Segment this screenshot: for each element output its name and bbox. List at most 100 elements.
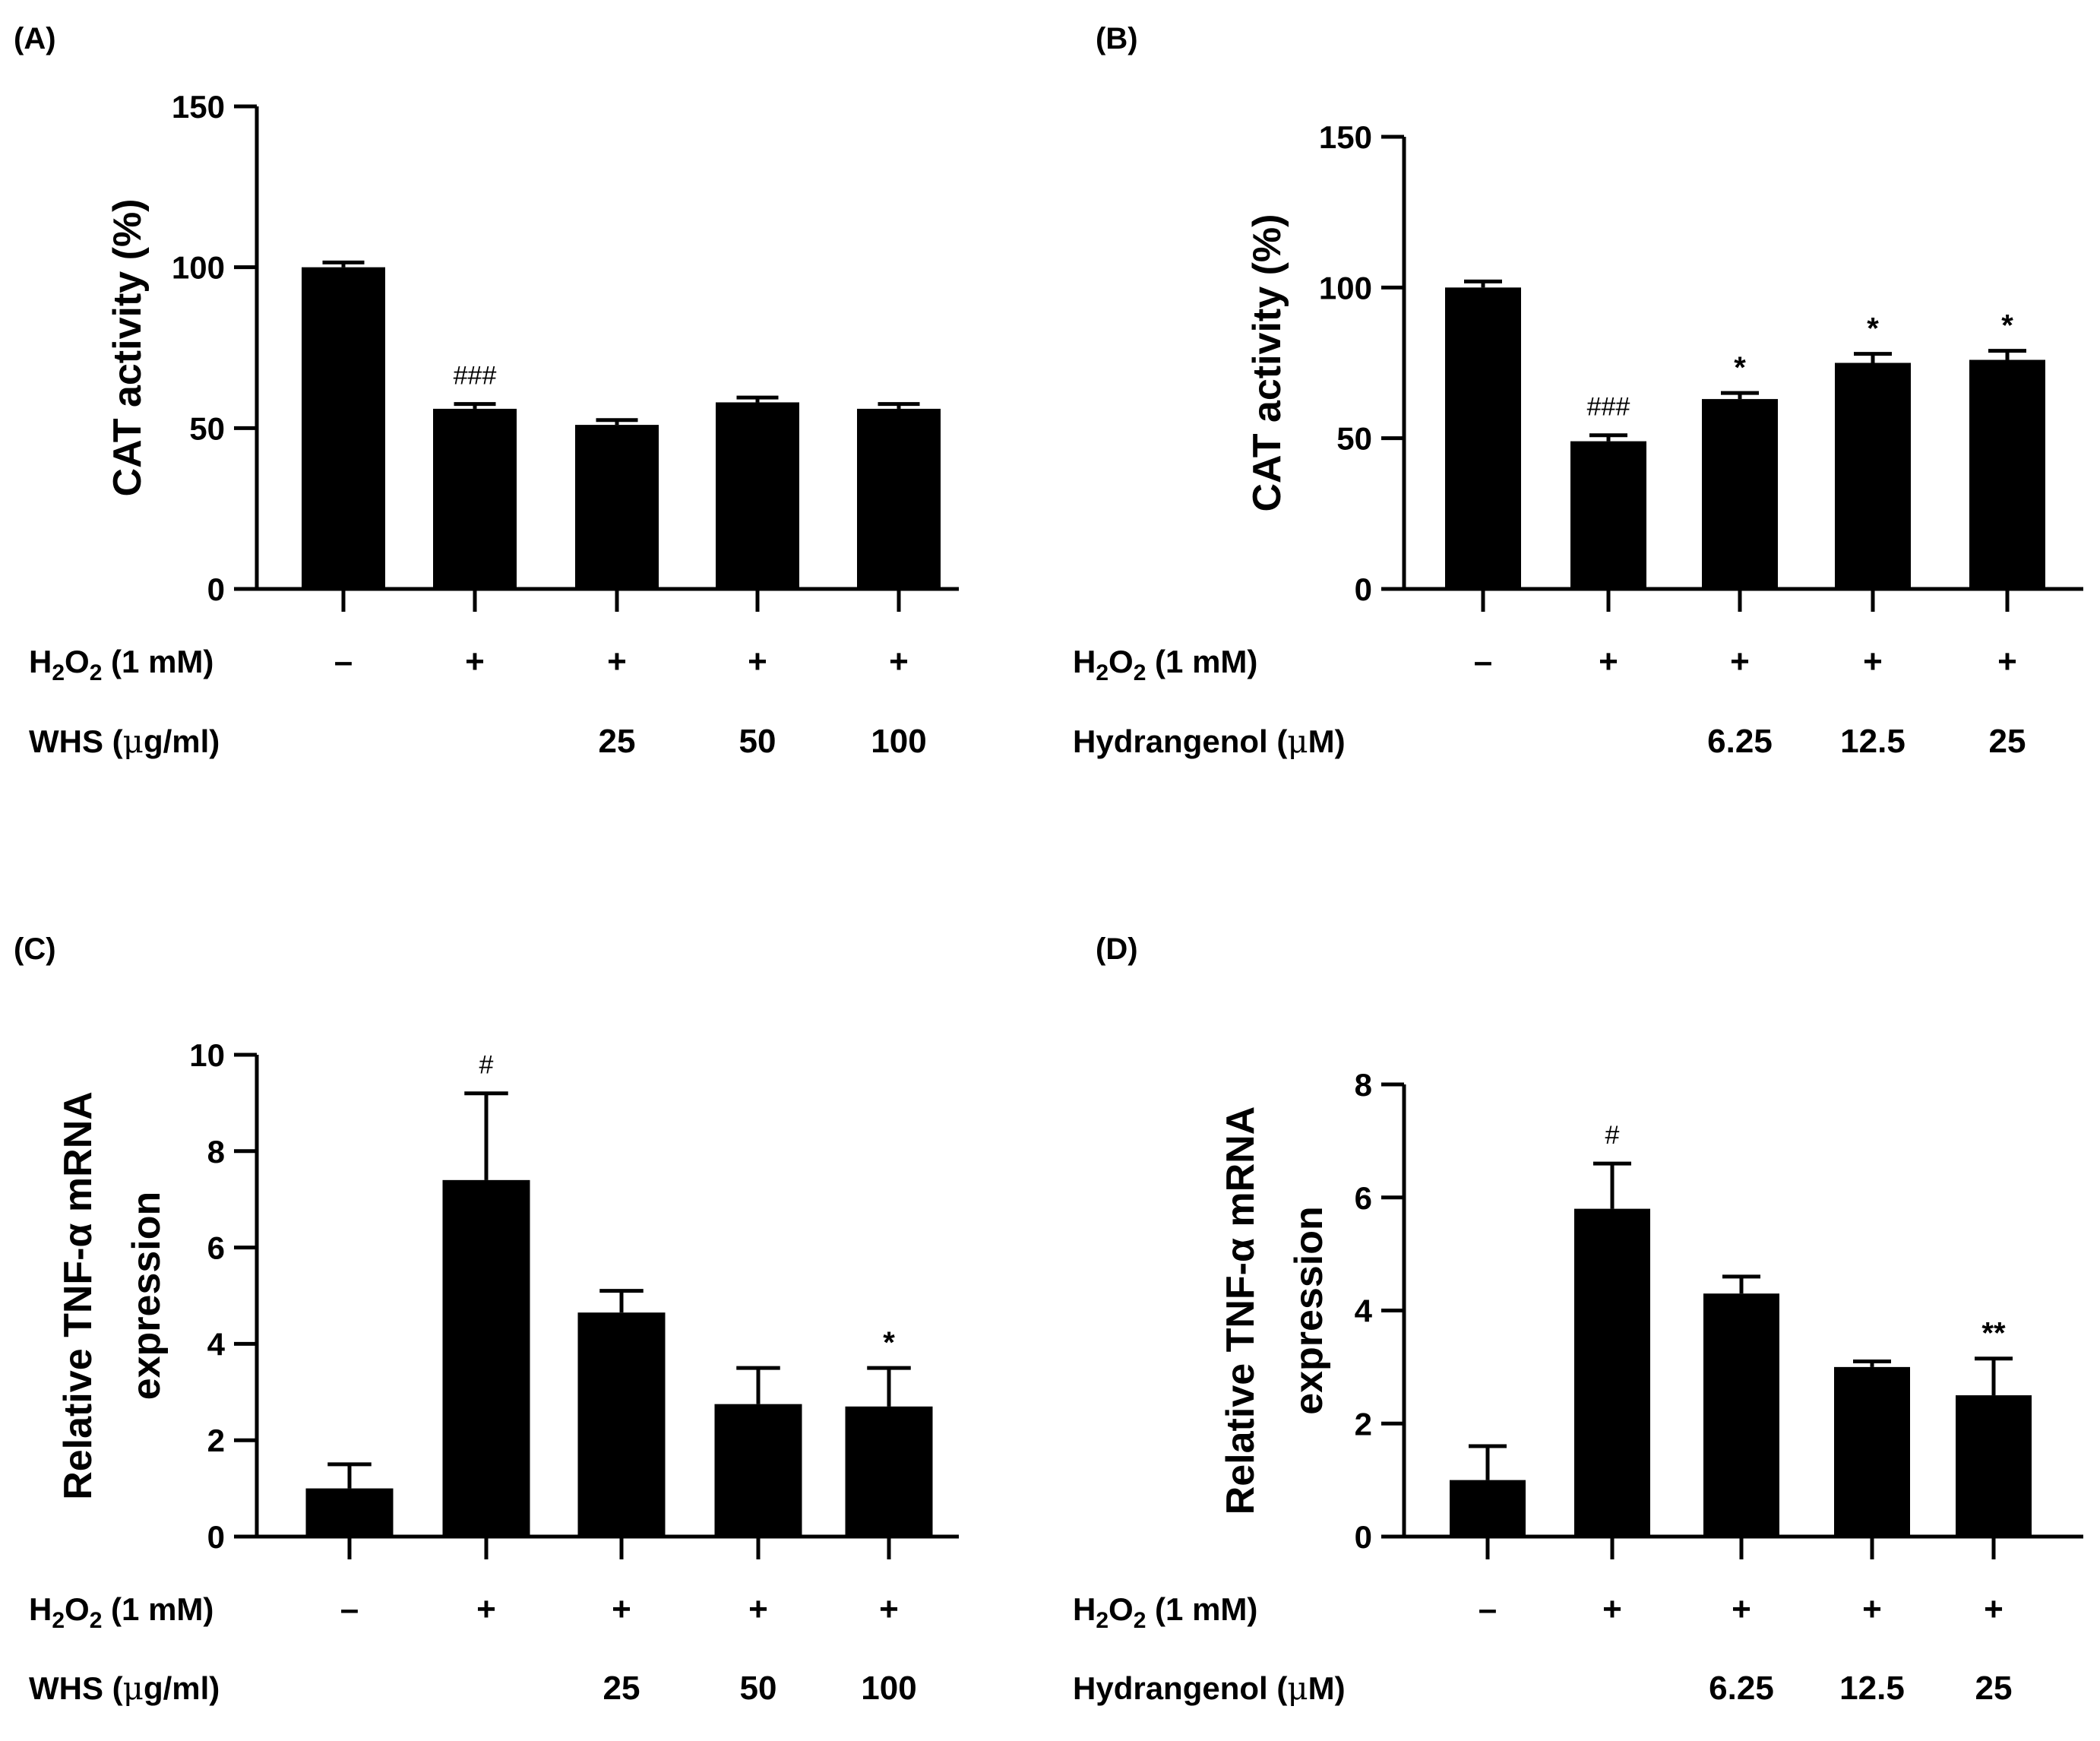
mu-symbol: μ (123, 1670, 144, 1707)
row-label-part: WHS ( (29, 1670, 123, 1706)
panel-d: (D) 0 2 4 6 8 Relative TNF-α mRNA expression # **… (1073, 932, 2083, 1707)
significance-label: * (2001, 309, 2013, 343)
panel-label: (A) (14, 22, 56, 55)
significance-label: * (1734, 351, 1746, 385)
row-cell: 12.5 (1840, 723, 1905, 760)
row-label-sub: 2 (1134, 660, 1146, 685)
row-cell: + (612, 1591, 631, 1628)
row-label-part: M) (1308, 723, 1346, 759)
row-label: WHS (μg/ml) (29, 1670, 220, 1707)
row-label-part: Hydrangenol ( (1073, 1670, 1287, 1706)
mu-symbol: μ (1287, 1670, 1308, 1707)
bar (433, 408, 517, 589)
y-axis-label-line1: Relative TNF-α mRNA (1219, 1106, 1263, 1515)
y-tick-label: 4 (1355, 1293, 1373, 1329)
row-cell: 6.25 (1709, 1670, 1774, 1707)
row-label-part: H (1073, 1591, 1096, 1627)
significance-label: # (479, 1051, 494, 1080)
row-cell: + (1732, 1591, 1751, 1628)
row-cell: + (1863, 643, 1883, 680)
y-axis-label-line2: expression (125, 1192, 169, 1401)
row-cell: – (1474, 643, 1492, 680)
bar (1574, 1208, 1650, 1537)
bar (857, 408, 941, 589)
y-tick-label: 150 (1319, 119, 1372, 155)
row-cell: 12.5 (1839, 1670, 1905, 1707)
row-cell: 25 (603, 1670, 640, 1707)
significance-label: * (883, 1326, 895, 1360)
row-cell: 25 (599, 723, 636, 760)
row-cell: 100 (861, 1670, 916, 1707)
row-cell: 6.25 (1707, 723, 1773, 760)
row-label-part: g/ml) (144, 723, 220, 759)
bar (1445, 287, 1521, 589)
y-tick-label: 50 (189, 410, 225, 446)
row-label-sub: 2 (90, 1608, 103, 1633)
row-cell: – (334, 643, 353, 680)
y-tick-label: 2 (1355, 1406, 1372, 1442)
bar (1834, 1366, 1910, 1537)
row-cell: + (879, 1591, 899, 1628)
significance-label: ### (1587, 393, 1630, 422)
significance-label: ** (1981, 1317, 2006, 1350)
bar (1570, 441, 1646, 589)
row-label-part: H (29, 1591, 52, 1627)
mu-symbol: μ (1287, 723, 1308, 760)
significance-label: * (1867, 312, 1879, 346)
y-axis-label: CAT activity (%) (106, 199, 150, 497)
bar (442, 1179, 530, 1537)
row-label-part: O (65, 644, 90, 679)
y-tick-label: 6 (1355, 1180, 1372, 1216)
row-label-part: g/ml) (144, 1670, 220, 1706)
y-axis-label-line2: expression (1287, 1206, 1331, 1415)
y-axis-label-line1: Relative TNF-α mRNA (56, 1091, 100, 1500)
row-cell: + (1602, 1591, 1622, 1628)
row-label-part: WHS ( (29, 723, 123, 759)
y-tick-label: 6 (207, 1230, 225, 1266)
row-cell: + (748, 643, 767, 680)
y-tick-label: 50 (1336, 421, 1372, 457)
mu-symbol: μ (123, 723, 144, 760)
row-cell: + (1997, 643, 2017, 680)
bar (577, 1312, 666, 1537)
panel-label: (B) (1096, 22, 1138, 55)
y-tick-label: 0 (207, 571, 225, 607)
row-label: H2O2 (1 mM) (29, 644, 213, 685)
row-cell: + (1730, 643, 1750, 680)
row-cell: – (340, 1591, 359, 1628)
y-tick-label: 100 (1319, 270, 1372, 305)
y-tick-label: 100 (172, 250, 225, 286)
row-label-part: O (65, 1591, 90, 1627)
row-label: Hydrangenol (μM) (1073, 723, 1346, 760)
row-cell: + (1984, 1591, 2004, 1628)
row-label-sub: 2 (52, 1608, 65, 1633)
row-label-sub: 2 (1134, 1608, 1146, 1633)
significance-label: ### (454, 362, 497, 391)
y-tick-label: 2 (207, 1423, 225, 1458)
row-cell: 50 (740, 1670, 777, 1707)
panel-label: (D) (1096, 932, 1138, 966)
row-label-sub: 2 (1096, 1608, 1109, 1633)
y-tick-label: 0 (207, 1519, 225, 1555)
row-label: H2O2 (1 mM) (1073, 1591, 1257, 1633)
row-label-part: H (1073, 644, 1096, 679)
row-cell: + (1599, 643, 1618, 680)
row-label-sub: 2 (1096, 660, 1109, 685)
row-label: Hydrangenol (μM) (1073, 1670, 1346, 1707)
row-label-part: (1 mM) (1146, 1591, 1257, 1627)
y-tick-label: 8 (1355, 1067, 1372, 1103)
bar (1702, 399, 1778, 589)
significance-label: # (1605, 1121, 1620, 1150)
y-tick-label: 4 (207, 1326, 226, 1362)
row-label-part: O (1109, 1591, 1134, 1627)
bar (302, 267, 385, 589)
panel-label: (C) (14, 932, 56, 966)
bar (1450, 1480, 1526, 1537)
panel-c: (C) 0 2 4 6 8 10 Relative TNF-α mRNA expression #… (14, 932, 959, 1707)
row-cell: 25 (1975, 1670, 2013, 1707)
row-label-part: O (1109, 644, 1134, 679)
row-cell: 25 (1989, 723, 2026, 760)
